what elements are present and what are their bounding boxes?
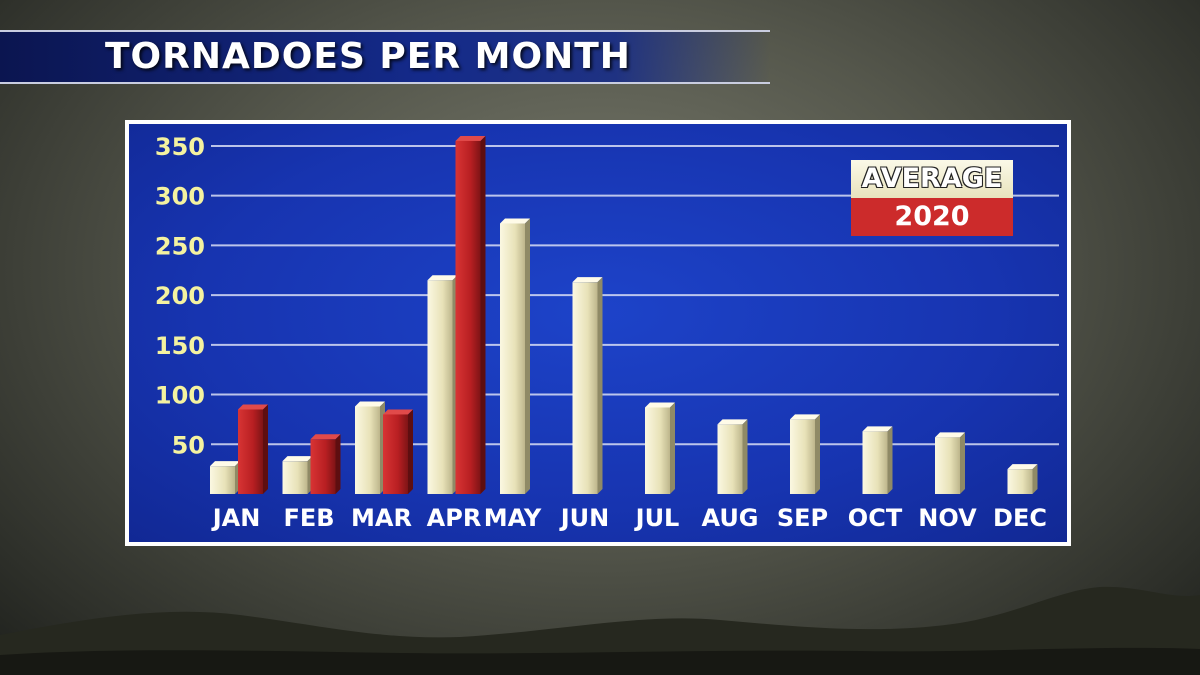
x-tick-label: JAN	[211, 504, 261, 532]
x-tick-label: JUN	[559, 504, 610, 532]
bar-top	[455, 135, 486, 141]
x-tick-label: OCT	[848, 504, 903, 532]
bar-top	[1007, 464, 1038, 470]
y-tick-label: 50	[172, 431, 205, 459]
x-tick-label: FEB	[283, 504, 334, 532]
x-tick-label: DEC	[993, 504, 1047, 532]
chart-title: TORNADOES PER MONTH	[105, 36, 631, 77]
bar-2020-feb	[310, 439, 336, 494]
bar-average-sep	[790, 419, 815, 494]
bar-side	[335, 434, 341, 494]
y-tick-label: 350	[155, 133, 205, 161]
x-tick-label: MAY	[484, 504, 542, 532]
bar-top	[717, 419, 748, 425]
bar-average-mar	[355, 406, 380, 494]
bar-side	[670, 402, 675, 494]
x-tick-label: MAR	[351, 504, 412, 532]
x-tick-label: SEP	[777, 504, 828, 532]
bar-average-may	[500, 223, 525, 494]
bar-top	[862, 426, 893, 432]
x-tick-label: AUG	[701, 504, 758, 532]
bar-side	[815, 414, 820, 494]
bar-average-oct	[862, 431, 888, 494]
bar-top	[383, 409, 413, 415]
legend-2020: 2020	[851, 198, 1013, 236]
x-tick-label: NOV	[918, 504, 977, 532]
landscape-silhouette	[0, 586, 1200, 675]
bar-top	[500, 218, 530, 224]
bar-side	[1032, 464, 1038, 494]
bar-average-feb	[282, 461, 308, 494]
bar-top	[645, 402, 675, 408]
bar-top	[427, 275, 458, 281]
bar-top	[210, 461, 240, 467]
title-banner: TORNADOES PER MONTH	[0, 30, 770, 84]
bar-side	[263, 404, 268, 494]
bar-side	[742, 419, 748, 494]
bar-average-apr	[427, 280, 453, 494]
y-tick-label: 100	[155, 382, 205, 410]
bar-side	[525, 218, 530, 494]
bar-average-jul	[645, 407, 670, 494]
bar-side	[887, 426, 893, 494]
bar-side	[408, 409, 413, 494]
bar-top	[238, 404, 268, 410]
bar-top	[310, 434, 341, 440]
bar-average-jun	[572, 282, 598, 494]
legend-average: AVERAGE	[851, 160, 1013, 198]
bar-side	[597, 277, 603, 494]
bar-side	[960, 432, 965, 494]
y-tick-label: 300	[155, 183, 205, 211]
bar-2020-mar	[383, 414, 408, 494]
chart-frame: 50 100 150 200 250 300 350 JAN FEB MAR APR MAY JUN JU…	[125, 120, 1071, 546]
bar-top	[572, 277, 603, 283]
bar-chart: 50 100 150 200 250 300 350 JAN FEB MAR APR MAY JUN JU…	[155, 133, 1059, 532]
bar-top	[935, 432, 965, 438]
bar-average-dec	[1007, 469, 1033, 494]
bar-side	[480, 135, 486, 494]
y-tick-label: 150	[155, 332, 205, 360]
bar-top	[790, 414, 820, 420]
x-tick-label: JUL	[634, 504, 680, 532]
bar-average-jan	[210, 466, 235, 494]
bar-average-aug	[717, 424, 743, 494]
chart-panel: 50 100 150 200 250 300 350 JAN FEB MAR APR MAY JUN JU…	[129, 124, 1067, 542]
bar-top	[355, 401, 385, 407]
bar-top	[282, 456, 313, 462]
x-tick-label: APR	[427, 504, 482, 532]
y-tick-label: 250	[155, 232, 205, 260]
bar-2020-jan	[238, 409, 263, 494]
bar-2020-apr	[455, 140, 481, 494]
legend: AVERAGE 2020	[851, 160, 1013, 236]
bar-average-nov	[935, 437, 960, 494]
y-tick-label: 200	[155, 282, 205, 310]
